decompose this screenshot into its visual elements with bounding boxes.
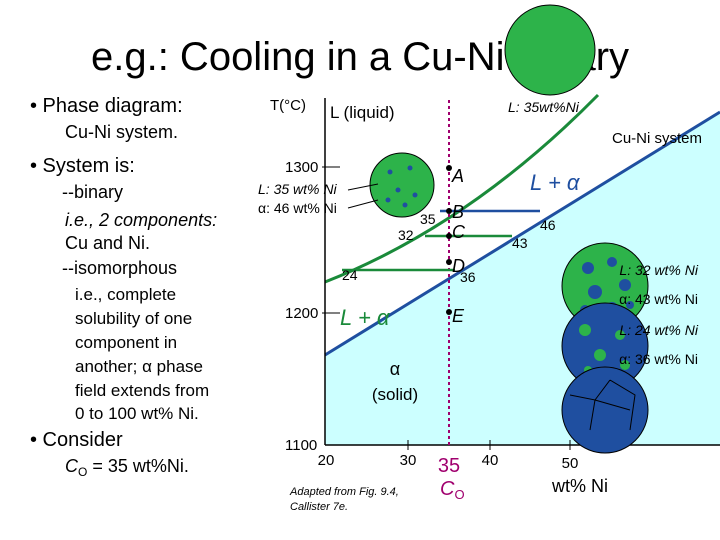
- composition: 46: [540, 217, 556, 233]
- phase-label: L + α: [530, 170, 581, 195]
- composition: 35: [420, 211, 436, 227]
- text: component in: [75, 333, 177, 352]
- points: A B C D E: [446, 165, 466, 326]
- point-label: A: [451, 166, 464, 186]
- liquid-label: L (liquid): [330, 103, 395, 122]
- solid-label: α: [390, 359, 400, 379]
- bullet-sub: --binary: [62, 182, 123, 202]
- note: L: 32 wt% Ni: [619, 262, 698, 278]
- bullet-sub: i.e., 2 components:: [65, 210, 217, 230]
- bullet-sub: Cu-Ni system.: [65, 122, 178, 142]
- text: field extends from: [75, 381, 209, 400]
- c0-value: 35: [438, 455, 460, 477]
- text: i.e., complete: [75, 285, 176, 304]
- x-label: wt% Ni: [551, 476, 608, 496]
- system-label: Cu-Ni system: [612, 130, 702, 147]
- x-tick-label: 50: [562, 455, 579, 472]
- x-tick-label: 20: [318, 452, 335, 469]
- composition: 32: [398, 227, 414, 243]
- y-label: T(°C): [270, 97, 306, 114]
- label-bg: [327, 100, 409, 124]
- liquidus: [324, 93, 600, 284]
- c0-symbol: CO: [440, 478, 465, 502]
- c0-text: CO = 35 wt%Ni.: [65, 456, 189, 479]
- x-tick-label: 40: [482, 452, 499, 469]
- caption: Adapted from Fig. 9.4,: [289, 486, 399, 498]
- micro-e: [561, 366, 649, 454]
- note: α: 43 wt% Ni: [619, 291, 698, 307]
- point: [446, 309, 452, 315]
- note: L: 35wt%Ni: [508, 99, 580, 115]
- point: [446, 233, 452, 239]
- composition: 43: [512, 235, 528, 251]
- point-label: B: [452, 202, 464, 222]
- y-tick-label: 1200: [285, 305, 318, 322]
- solidus: [324, 110, 720, 357]
- text: = 35 wt%Ni.: [87, 456, 189, 476]
- composition: 24: [342, 267, 358, 283]
- text: --binary: [62, 182, 123, 202]
- point-label: D: [452, 256, 465, 276]
- text: 0 to 100 wt% Ni.: [75, 404, 199, 423]
- text: C: [65, 456, 79, 476]
- text: O: [454, 487, 464, 502]
- caption: Callister 7e.: [290, 501, 348, 513]
- text: C: [440, 478, 455, 500]
- micro-b: [369, 152, 435, 218]
- note: α: 36 wt% Ni: [619, 351, 698, 367]
- alpha-nuclei: [385, 165, 418, 208]
- text: Cu-Ni system: [612, 130, 702, 147]
- point-label: C: [452, 222, 466, 242]
- bullet: • Consider: [30, 429, 123, 451]
- x-tick-label: 30: [400, 452, 417, 469]
- bullet: • System is:: [30, 155, 135, 177]
- grain-boundaries: [569, 379, 636, 431]
- point: [446, 165, 452, 171]
- point: [446, 259, 452, 265]
- note: L: 24 wt% Ni: [619, 322, 698, 338]
- micro-liquid: [504, 4, 596, 96]
- solid-label: (solid): [372, 385, 418, 404]
- text: solubility of one: [75, 309, 192, 328]
- bullet-sub: Cu and Ni.: [65, 233, 150, 253]
- y-tick-label: 1300: [285, 159, 318, 176]
- note: α: 46 wt% Ni: [258, 200, 337, 216]
- composition: 36: [460, 269, 476, 285]
- point: [446, 208, 452, 214]
- bullet-sub: --isomorphous: [62, 258, 177, 278]
- point-label: E: [452, 306, 465, 326]
- iso-lines: i.e., complete solubility of one compone…: [75, 285, 209, 423]
- arrow: [347, 183, 379, 191]
- note: L: 35 wt% Ni: [258, 181, 337, 197]
- phase-label: L + α: [340, 305, 391, 330]
- y-tick-label: 1100: [285, 437, 317, 454]
- text: another; α phase: [75, 357, 203, 376]
- arrow: [347, 199, 379, 209]
- text: O: [78, 465, 87, 479]
- bullet: • Phase diagram:: [30, 95, 183, 117]
